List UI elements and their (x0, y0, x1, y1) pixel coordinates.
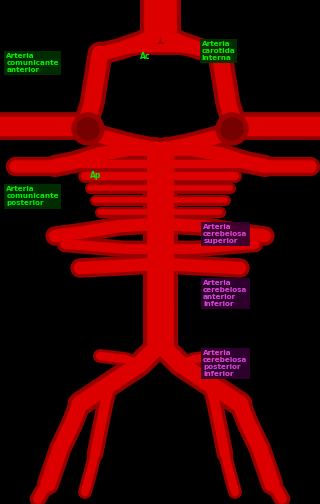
Circle shape (216, 113, 248, 145)
Circle shape (77, 118, 99, 140)
Text: Arteria
comunicante
posterior: Arteria comunicante posterior (6, 186, 59, 207)
Text: Arteria
cerebelosa
anterior
inferior: Arteria cerebelosa anterior inferior (203, 280, 248, 307)
Text: Arteria
carotida
interna: Arteria carotida interna (202, 41, 235, 61)
Text: Arteria
cerebelosa
posterior
inferior: Arteria cerebelosa posterior inferior (203, 350, 248, 377)
Text: Arteria
comunicante
anterior: Arteria comunicante anterior (6, 53, 59, 73)
Circle shape (221, 118, 243, 140)
Circle shape (72, 113, 104, 145)
Text: Ac: Ac (140, 52, 151, 61)
Text: Arteria
cerebelosa
superior: Arteria cerebelosa superior (203, 224, 248, 244)
Text: Ap: Ap (90, 171, 102, 180)
